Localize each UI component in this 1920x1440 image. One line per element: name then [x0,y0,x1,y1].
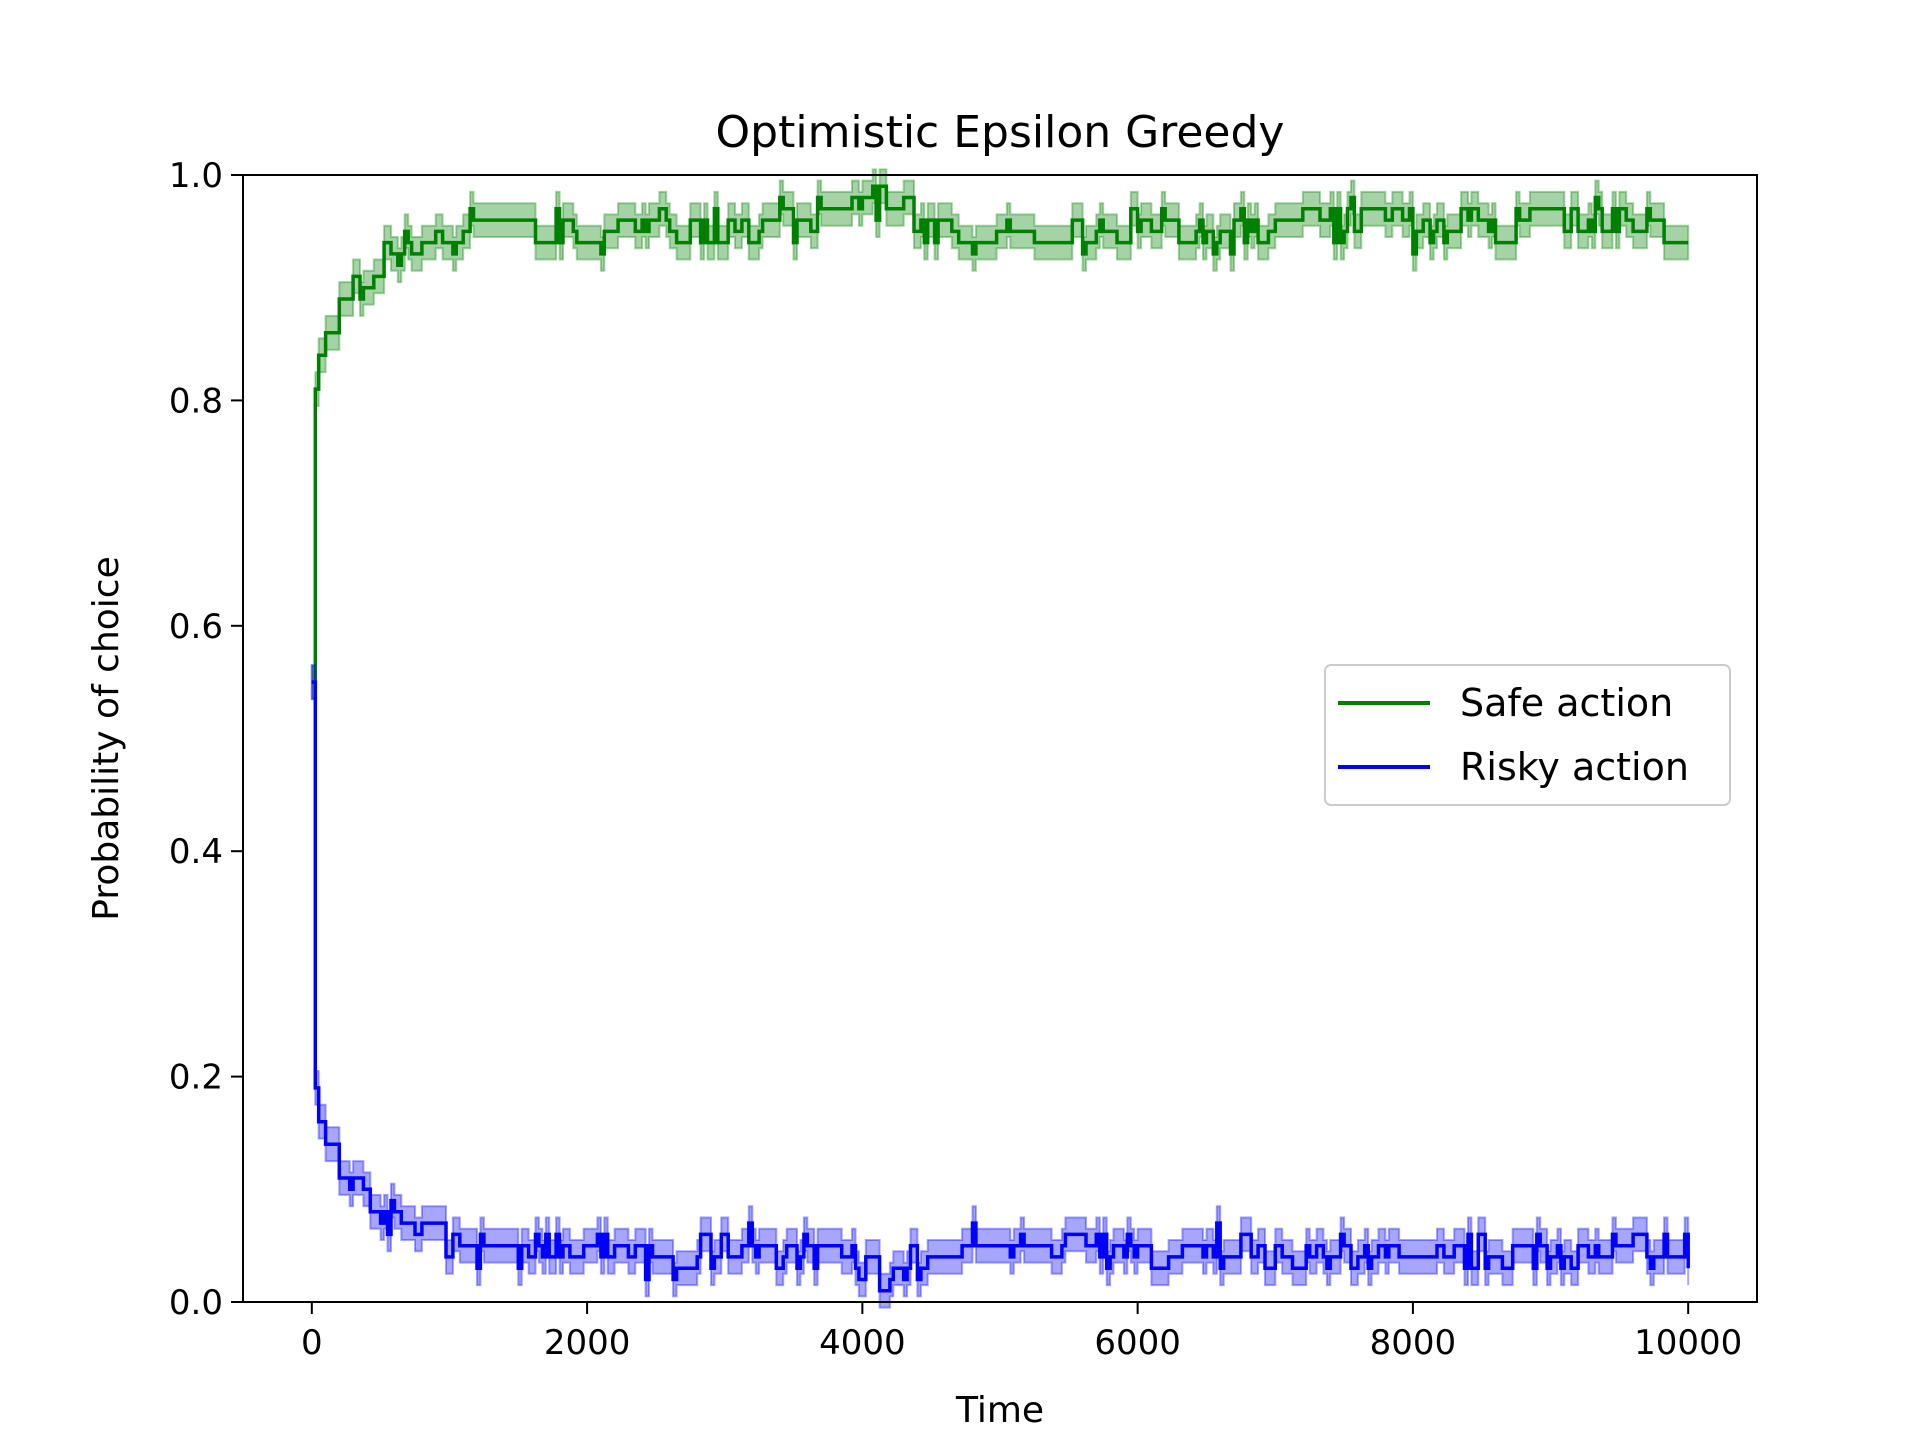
axes-frame [242,174,1758,1303]
x-tick-label: 6000 [1094,1323,1181,1363]
x-tick-label: 0 [301,1323,323,1363]
chart-title: Optimistic Epsilon Greedy [716,107,1285,158]
x-axis-ticks: 0 2000 4000 6000 8000 10000 [301,1302,1742,1363]
series-risky-action [310,664,1690,1309]
y-tick-label: 0.4 [169,832,223,872]
y-tick-label: 0.8 [169,381,223,421]
series-band [310,664,1690,1309]
x-tick-label: 10000 [1634,1323,1742,1363]
series-line [311,680,1690,1293]
y-tick-label: 0.0 [169,1283,223,1323]
x-tick-label: 2000 [544,1323,631,1363]
series-layer [310,168,1690,1309]
series-band [310,168,1690,701]
legend-label: Safe action [1460,681,1673,725]
series-safe-action [310,168,1690,701]
legend: Safe action Risky action [1324,664,1731,806]
legend-box [1324,664,1731,806]
y-axis-ticks: 0.0 0.2 0.4 0.6 0.8 1.0 [169,156,243,1323]
series-line [311,184,1689,684]
y-tick-label: 0.6 [169,607,223,647]
y-tick-label: 0.2 [169,1058,223,1098]
x-tick-label: 8000 [1370,1323,1457,1363]
x-tick-label: 4000 [819,1323,906,1363]
y-tick-label: 1.0 [169,156,223,196]
y-axis-label: Probability of choice [86,556,127,920]
x-axis-label: Time [955,1390,1044,1431]
legend-label: Risky action [1460,745,1689,789]
